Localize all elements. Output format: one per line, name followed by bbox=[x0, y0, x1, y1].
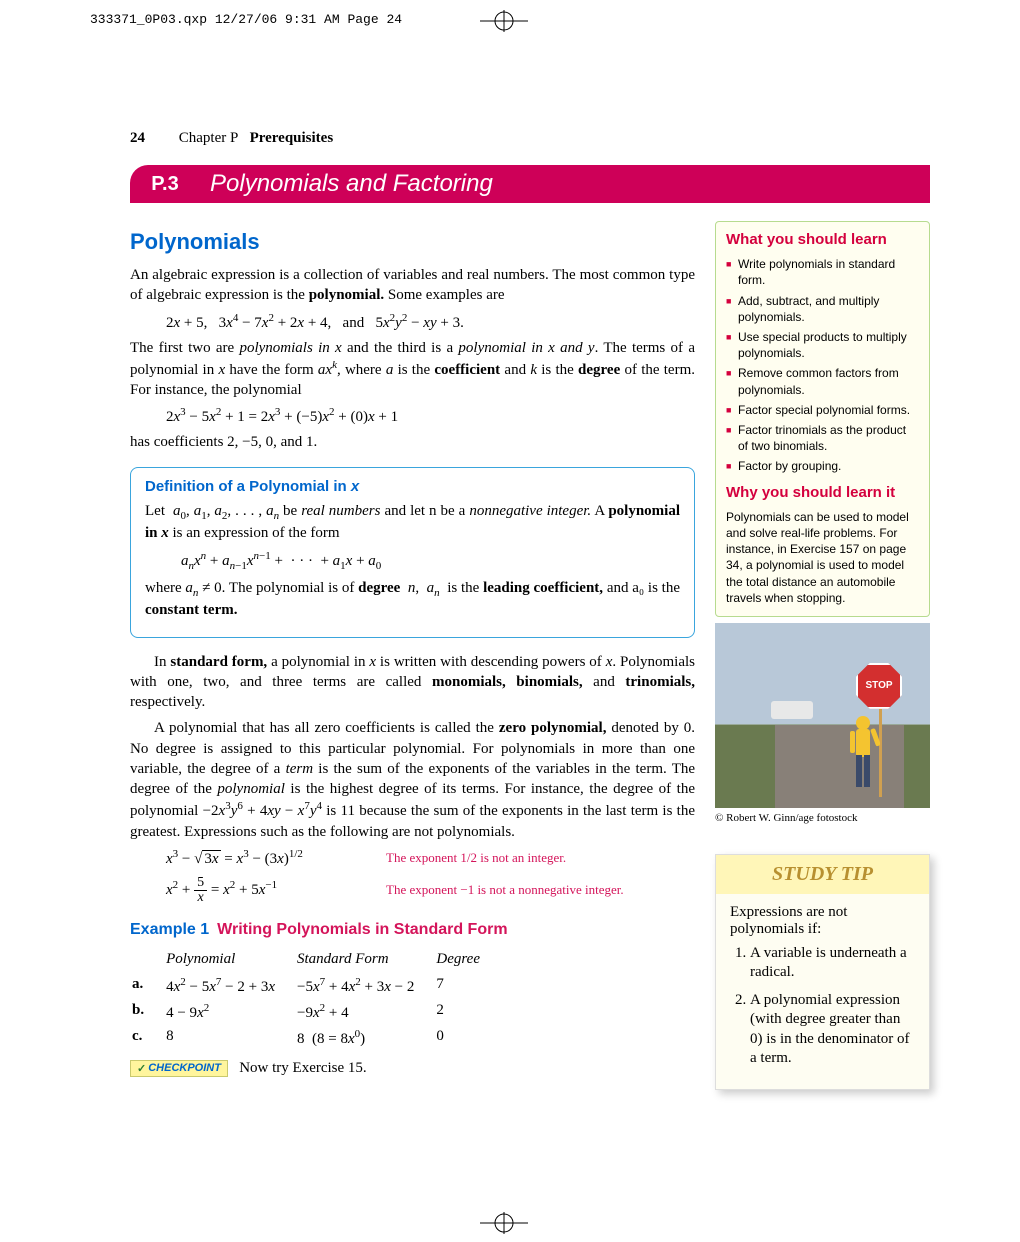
study-tip-intro: Expressions are not polynomials if: bbox=[730, 904, 915, 938]
registration-mark-bottom-icon bbox=[480, 1212, 528, 1234]
sidebar-why-heading: Why you should learn it bbox=[726, 483, 919, 503]
table-row: a. 4x2 − 5x7 − 2 + 3x −5x7 + 4x2 + 3x − … bbox=[132, 974, 500, 998]
photo-credit: © Robert W. Ginn/age fotostock bbox=[715, 812, 930, 824]
definition-heading: Definition of a Polynomial in x bbox=[145, 478, 680, 495]
registration-mark-top-icon bbox=[480, 10, 528, 32]
example-heading: Example 1Writing Polynomials in Standard… bbox=[130, 921, 695, 939]
heading-polynomials: Polynomials bbox=[130, 229, 695, 255]
chapter-title: Prerequisites bbox=[250, 130, 334, 146]
sidebar-photo: STOP bbox=[715, 623, 930, 808]
list-item: Factor trinomials as the product of two … bbox=[726, 422, 919, 454]
table-header-degree: Degree bbox=[436, 949, 500, 972]
list-item: Use special products to multiply polynom… bbox=[726, 329, 919, 361]
study-tip-box: STUDY TIP Expressions are not polynomial… bbox=[715, 854, 930, 1090]
sidebar-learn-heading: What you should learn bbox=[726, 230, 919, 250]
section-number: P.3 bbox=[151, 173, 178, 196]
study-tip-heading: STUDY TIP bbox=[716, 855, 929, 894]
check-icon: ✓ bbox=[137, 1062, 146, 1075]
sidebar-box: What you should learn Write polynomials … bbox=[715, 221, 930, 617]
table-row: b. 4 − 9x2 −9x2 + 4 2 bbox=[132, 1000, 500, 1024]
chapter-header: 24 Chapter P Prerequisites bbox=[130, 130, 930, 147]
equation-examples: 2x + 5, 3x4 − 7x2 + 2x + 4, and 5x2y2 − … bbox=[166, 312, 695, 332]
table-header-polynomial: Polynomial bbox=[166, 949, 295, 972]
standard-form-para: In standard form, a polynomial in x is w… bbox=[130, 652, 695, 713]
list-item: Factor by grouping. bbox=[726, 458, 919, 474]
stop-sign-icon: STOP bbox=[856, 663, 902, 709]
example-table: Polynomial Standard Form Degree a. 4x2 −… bbox=[130, 947, 502, 1052]
list-item: Remove common factors from polynomials. bbox=[726, 365, 919, 397]
checkpoint-text: Now try Exercise 15. bbox=[239, 1060, 366, 1076]
print-header: 333371_0P03.qxp 12/27/06 9:31 AM Page 24 bbox=[90, 12, 402, 27]
sidebar-learn-list: Write polynomials in standard form. Add,… bbox=[726, 256, 919, 474]
section-title: Polynomials and Factoring bbox=[210, 170, 493, 198]
page-number: 24 bbox=[130, 130, 145, 146]
chapter-label: Chapter P bbox=[179, 130, 239, 146]
list-item: Add, subtract, and multiply polynomials. bbox=[726, 293, 919, 325]
section-banner: P.3 Polynomials and Factoring bbox=[130, 165, 930, 203]
list-item: Factor special polynomial forms. bbox=[726, 402, 919, 418]
zero-poly-para: A polynomial that has all zero coefficie… bbox=[130, 718, 695, 842]
definition-equation: anxn + an−1xn−1 + · · · + a1x + a0 bbox=[181, 550, 680, 572]
checkpoint-badge: ✓CHECKPOINT bbox=[130, 1060, 228, 1077]
non-poly-eq2: x2 + 5x = x2 + 5x−1 The exponent −1 is n… bbox=[166, 876, 695, 905]
list-item: A variable is underneath a radical. bbox=[750, 944, 915, 983]
list-item: A polynomial expression (with degree gre… bbox=[750, 991, 915, 1069]
definition-body1: Let a0, a1, a2, . . . , an be real numbe… bbox=[145, 501, 680, 544]
definition-body2: where an ≠ 0. The polynomial is of degre… bbox=[145, 578, 680, 621]
equation-expand: 2x3 − 5x2 + 1 = 2x3 + (−5)x2 + (0)x + 1 bbox=[166, 406, 695, 426]
terms-para: The first two are polynomials in x and t… bbox=[130, 338, 695, 401]
coefficients-para: has coefficients 2, −5, 0, and 1. bbox=[130, 432, 695, 452]
table-header-standard: Standard Form bbox=[297, 949, 434, 972]
sidebar-why-text: Polynomials can be used to model and sol… bbox=[726, 509, 919, 606]
checkpoint-row: ✓CHECKPOINT Now try Exercise 15. bbox=[130, 1060, 695, 1077]
intro-para: An algebraic expression is a collection … bbox=[130, 265, 695, 306]
list-item: Write polynomials in standard form. bbox=[726, 256, 919, 288]
person-icon bbox=[846, 715, 880, 798]
definition-box: Definition of a Polynomial in x Let a0, … bbox=[130, 467, 695, 638]
table-row: c. 8 8 (8 = 8x0) 0 bbox=[132, 1026, 500, 1050]
non-poly-eq1: x3 − √3x = x3 − (3x)1/2 The exponent 1/2… bbox=[166, 848, 695, 868]
